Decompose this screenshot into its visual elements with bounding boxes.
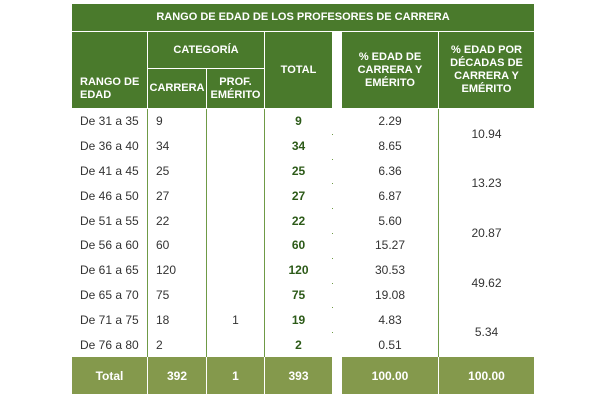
cell-total: 27 bbox=[265, 183, 332, 209]
cell-pct-decada: 13.23 bbox=[439, 158, 534, 209]
cell-pct: 15.27 bbox=[342, 233, 438, 258]
cell-emerito bbox=[207, 109, 264, 134]
cell-carrera: 75 bbox=[148, 282, 206, 308]
footer-label: Total bbox=[72, 357, 147, 394]
header-rango: RANGO DE EDAD bbox=[72, 32, 147, 108]
footer-total: 393 bbox=[265, 357, 332, 394]
cell-pct: 8.65 bbox=[342, 133, 438, 159]
cell-total: 34 bbox=[265, 133, 332, 159]
cell-pct: 6.36 bbox=[342, 158, 438, 184]
footer-pct-decadas: 100.00 bbox=[439, 357, 534, 394]
cell-total: 19 bbox=[265, 307, 332, 333]
cell-emerito: 1 bbox=[207, 307, 264, 333]
cell-pct-decada: 5.34 bbox=[439, 307, 534, 357]
cell-pct: 0.51 bbox=[342, 332, 438, 357]
cell-rango: De 46 a 50 bbox=[72, 183, 147, 209]
cell-emerito bbox=[207, 257, 264, 283]
cell-rango: De 65 a 70 bbox=[72, 282, 147, 308]
cell-total: 75 bbox=[265, 282, 332, 308]
cell-carrera: 22 bbox=[148, 208, 206, 233]
cell-total: 120 bbox=[265, 257, 332, 283]
cell-pct: 4.83 bbox=[342, 307, 438, 333]
cell-total: 25 bbox=[265, 158, 332, 184]
cell-pct: 19.08 bbox=[342, 282, 438, 308]
cell-emerito bbox=[207, 233, 264, 258]
cell-pct: 6.87 bbox=[342, 183, 438, 209]
cell-rango: De 51 a 55 bbox=[72, 208, 147, 233]
cell-total: 60 bbox=[265, 233, 332, 258]
cell-carrera: 27 bbox=[148, 183, 206, 209]
cell-rango: De 76 a 80 bbox=[72, 332, 147, 357]
cell-total: 2 bbox=[265, 332, 332, 357]
cell-emerito bbox=[207, 208, 264, 233]
column-divider bbox=[264, 109, 265, 357]
footer-emerito: 1 bbox=[207, 357, 264, 394]
column-gap bbox=[333, 32, 341, 394]
footer-pct: 100.00 bbox=[342, 357, 438, 394]
footer-carrera: 392 bbox=[148, 357, 206, 394]
cell-carrera: 60 bbox=[148, 233, 206, 258]
cell-pct: 30.53 bbox=[342, 257, 438, 283]
cell-carrera: 18 bbox=[148, 307, 206, 333]
column-divider bbox=[206, 109, 207, 357]
header-total: TOTAL bbox=[265, 32, 332, 108]
cell-emerito bbox=[207, 158, 264, 184]
cell-carrera: 34 bbox=[148, 133, 206, 159]
cell-pct-decada: 49.62 bbox=[439, 257, 534, 308]
cell-carrera: 2 bbox=[148, 332, 206, 357]
cell-pct-decada: 20.87 bbox=[439, 208, 534, 258]
cell-carrera: 120 bbox=[148, 257, 206, 283]
cell-emerito bbox=[207, 183, 264, 209]
table-title: RANGO DE EDAD DE LOS PROFESORES DE CARRE… bbox=[72, 4, 534, 31]
cell-emerito bbox=[207, 133, 264, 159]
cell-pct: 2.29 bbox=[342, 109, 438, 134]
header-pct-edad: % EDAD DE CARRERA Y EMÉRITO bbox=[342, 32, 438, 108]
cell-carrera: 9 bbox=[148, 109, 206, 134]
cell-rango: De 71 a 75 bbox=[72, 307, 147, 333]
cell-emerito bbox=[207, 282, 264, 308]
column-divider bbox=[438, 109, 439, 357]
cell-pct-decada: 10.94 bbox=[439, 109, 534, 159]
cell-total: 22 bbox=[265, 208, 332, 233]
cell-emerito bbox=[207, 332, 264, 357]
cell-rango: De 36 a 40 bbox=[72, 133, 147, 159]
cell-rango: De 41 a 45 bbox=[72, 158, 147, 184]
cell-rango: De 31 a 35 bbox=[72, 109, 147, 134]
cell-rango: De 61 a 65 bbox=[72, 257, 147, 283]
cell-total: 9 bbox=[265, 109, 332, 134]
header-categoria: CATEGORÍA bbox=[148, 32, 264, 68]
column-divider bbox=[147, 109, 148, 357]
cell-pct: 5.60 bbox=[342, 208, 438, 233]
header-carrera: CARRERA bbox=[148, 69, 206, 108]
header-pct-decadas: % EDAD POR DÉCADAS DE CARRERA Y EMÉRITO bbox=[439, 32, 534, 108]
header-prof-emerito: PROF. EMÉRITO bbox=[207, 69, 264, 108]
cell-carrera: 25 bbox=[148, 158, 206, 184]
cell-rango: De 56 a 60 bbox=[72, 233, 147, 258]
